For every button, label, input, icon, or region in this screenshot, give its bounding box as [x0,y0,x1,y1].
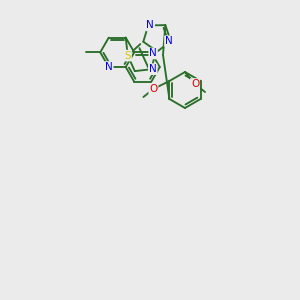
Text: N: N [149,49,157,58]
Text: N: N [146,20,154,30]
Text: N: N [105,62,112,72]
Text: N: N [165,36,173,46]
Text: N: N [149,64,157,74]
Text: O: O [191,79,199,89]
Text: O: O [149,84,158,94]
Text: S: S [124,51,131,61]
